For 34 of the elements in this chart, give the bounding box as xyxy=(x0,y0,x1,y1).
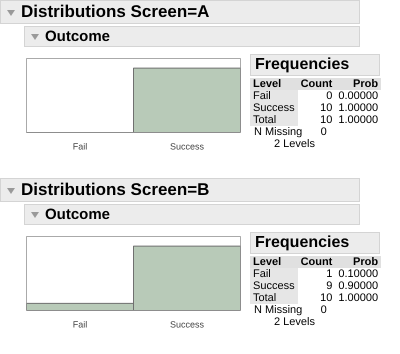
category-label: Fail xyxy=(253,268,271,280)
text: N Missing 0 xyxy=(254,126,327,138)
text: 2 Levels xyxy=(273,316,316,328)
text: Count xyxy=(298,78,336,90)
category-label: Success xyxy=(253,102,295,114)
chart-subtitle: Outcome xyxy=(24,26,360,47)
text: N Missing 0 xyxy=(254,304,327,316)
text: 1 xyxy=(325,268,334,280)
text: 10 xyxy=(319,292,334,304)
text: Prob xyxy=(335,256,382,268)
text: 9 xyxy=(325,280,334,292)
text: 0.10000 xyxy=(337,268,380,280)
text: Total xyxy=(250,114,298,126)
chart-subtitle: Outcome xyxy=(24,204,360,225)
text: Total xyxy=(250,292,298,304)
text: Frequencies xyxy=(250,54,380,76)
text: 10 xyxy=(319,114,334,126)
text: Prob xyxy=(335,78,382,90)
text: Level xyxy=(250,256,298,268)
text: 1.00000 xyxy=(337,292,380,304)
text: Frequencies xyxy=(250,232,380,254)
category-label: Fail xyxy=(253,90,271,102)
chart-title: Distributions Screen=B xyxy=(0,178,360,202)
text: 2 Levels xyxy=(273,138,316,150)
text: 0.90000 xyxy=(337,280,380,292)
chart-title: Distributions Screen=A xyxy=(0,0,360,24)
text: Level xyxy=(250,78,298,90)
text: 1.00000 xyxy=(337,102,380,114)
text: 0 xyxy=(325,90,334,102)
text: 1.00000 xyxy=(337,114,380,126)
text: 0.00000 xyxy=(337,90,380,102)
text: 10 xyxy=(319,102,334,114)
text: Count xyxy=(298,256,336,268)
category-label: Success xyxy=(253,280,295,292)
